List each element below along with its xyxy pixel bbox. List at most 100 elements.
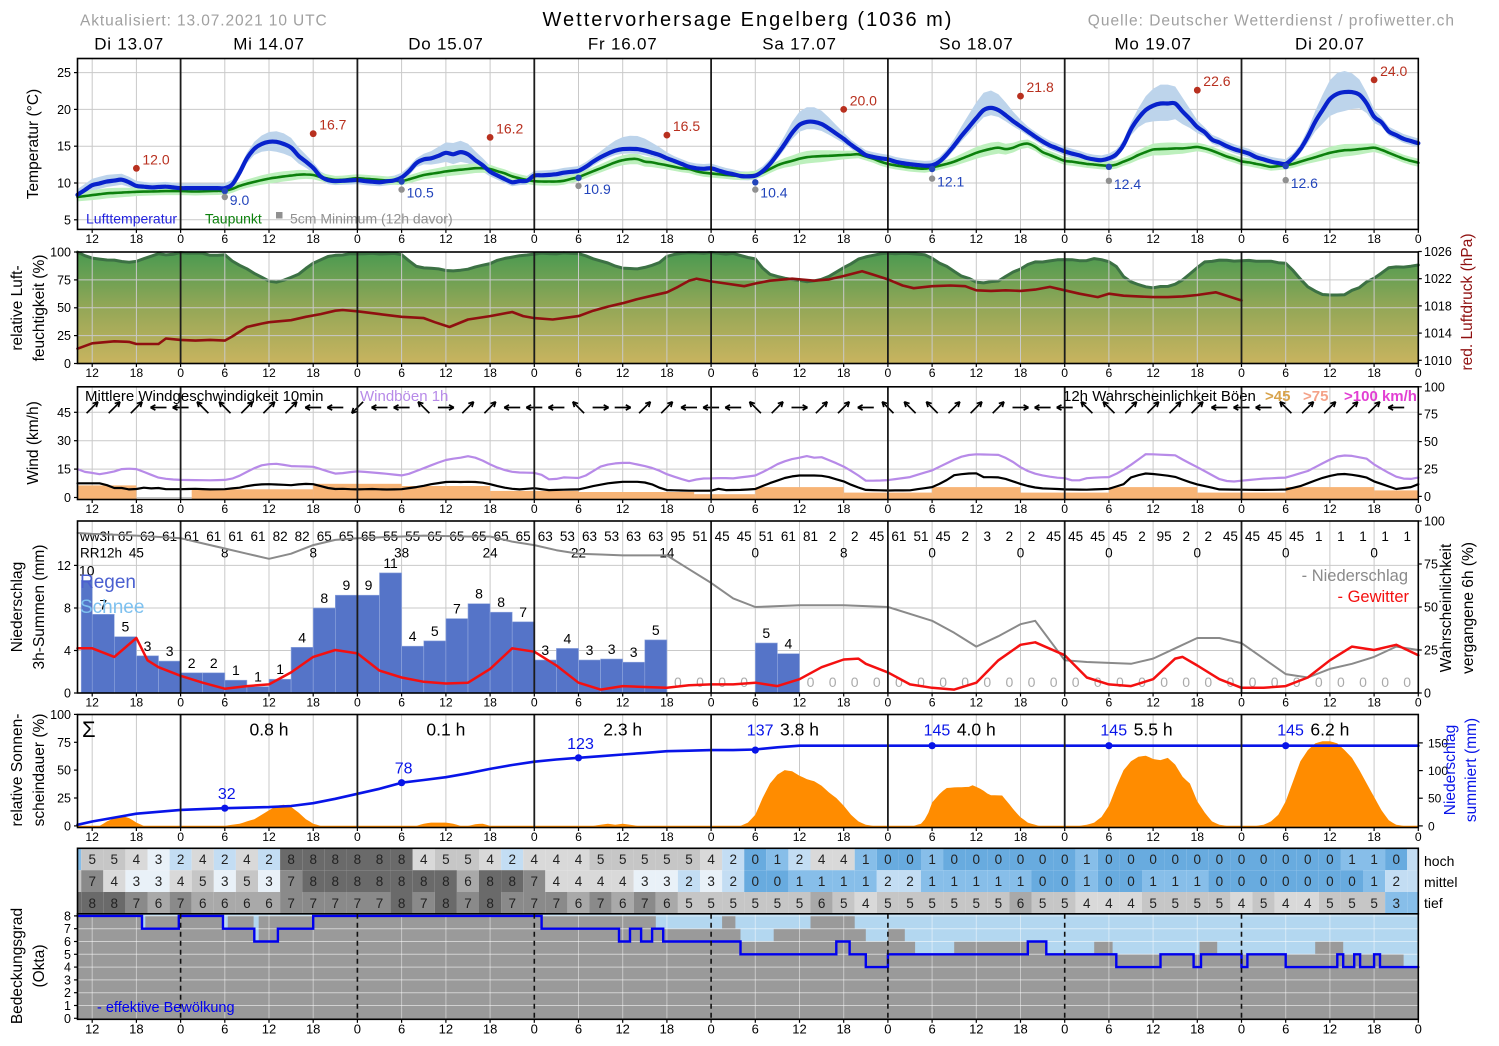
svg-text:4: 4 — [818, 852, 826, 867]
svg-text:0: 0 — [774, 874, 782, 889]
svg-text:12: 12 — [262, 696, 276, 710]
svg-text:12: 12 — [1323, 696, 1337, 710]
svg-text:1: 1 — [1083, 852, 1091, 867]
svg-text:6: 6 — [929, 366, 936, 380]
svg-text:18: 18 — [1191, 366, 1205, 380]
svg-text:5: 5 — [950, 896, 958, 911]
svg-text:5: 5 — [1061, 896, 1069, 911]
svg-text:0: 0 — [1127, 852, 1135, 867]
svg-text:Quelle: Deutscher Wetterdienst: Quelle: Deutscher Wetterdienst / profiwe… — [1088, 13, 1455, 30]
svg-text:2: 2 — [829, 529, 837, 544]
svg-text:18: 18 — [660, 502, 674, 516]
svg-text:0: 0 — [1105, 874, 1113, 889]
svg-text:2: 2 — [508, 852, 516, 867]
svg-text:6: 6 — [1282, 830, 1289, 844]
svg-text:Aktualisiert: 13.07.2021 10 UT: Aktualisiert: 13.07.2021 10 UTC — [80, 13, 328, 30]
svg-text:12: 12 — [793, 830, 807, 844]
svg-text:18: 18 — [483, 502, 497, 516]
svg-text:5: 5 — [619, 852, 627, 867]
svg-text:61: 61 — [250, 529, 265, 544]
svg-text:12: 12 — [616, 502, 630, 516]
svg-text:4: 4 — [597, 874, 605, 889]
svg-text:0: 0 — [177, 366, 184, 380]
svg-text:1: 1 — [254, 669, 262, 685]
svg-text:20: 20 — [57, 103, 71, 117]
svg-text:3: 3 — [265, 874, 273, 889]
svg-text:0: 0 — [1028, 674, 1036, 690]
svg-text:12: 12 — [439, 232, 453, 246]
svg-text:12: 12 — [970, 830, 984, 844]
svg-text:7: 7 — [597, 896, 605, 911]
svg-text:0: 0 — [1105, 546, 1113, 561]
svg-text:61: 61 — [206, 529, 221, 544]
svg-text:4: 4 — [298, 629, 306, 645]
svg-text:7: 7 — [287, 896, 295, 911]
svg-text:7: 7 — [332, 896, 340, 911]
svg-text:12h Wahrscheinlichkeit Böen: 12h Wahrscheinlichkeit Böen — [1063, 388, 1256, 405]
svg-text:4: 4 — [1238, 896, 1246, 911]
svg-text:6: 6 — [265, 896, 273, 911]
svg-text:5: 5 — [884, 896, 892, 911]
svg-text:11: 11 — [383, 555, 398, 571]
svg-text:0: 0 — [531, 502, 538, 516]
svg-text:1: 1 — [862, 874, 870, 889]
svg-text:2: 2 — [729, 874, 737, 889]
svg-text:10.9: 10.9 — [584, 181, 611, 197]
svg-text:6: 6 — [1106, 502, 1113, 516]
svg-text:relative Sonnen-: relative Sonnen- — [9, 714, 26, 827]
svg-text:0: 0 — [708, 366, 715, 380]
svg-text:45: 45 — [715, 529, 730, 544]
svg-text:Niederschlag: Niederschlag — [9, 562, 26, 652]
svg-text:0: 0 — [718, 674, 726, 690]
svg-text:50: 50 — [1424, 435, 1438, 449]
svg-text:0: 0 — [1424, 687, 1431, 701]
svg-text:100: 100 — [1424, 380, 1445, 394]
svg-text:65: 65 — [361, 529, 376, 544]
svg-text:5: 5 — [1171, 896, 1179, 911]
svg-text:6: 6 — [818, 896, 826, 911]
svg-text:6: 6 — [752, 696, 759, 710]
svg-text:8: 8 — [840, 546, 848, 561]
svg-text:5: 5 — [64, 948, 71, 962]
svg-text:12: 12 — [85, 830, 99, 844]
svg-text:0: 0 — [807, 674, 815, 690]
svg-text:0: 0 — [1304, 852, 1312, 867]
svg-text:0: 0 — [1415, 696, 1422, 710]
svg-text:8: 8 — [287, 852, 295, 867]
svg-text:2: 2 — [221, 852, 229, 867]
svg-text:12: 12 — [439, 502, 453, 516]
svg-text:0: 0 — [1260, 874, 1268, 889]
svg-text:6: 6 — [221, 232, 228, 246]
svg-text:12: 12 — [1323, 1022, 1337, 1037]
svg-text:12: 12 — [970, 232, 984, 246]
svg-text:Windböen 1h: Windböen 1h — [360, 388, 448, 405]
svg-text:Di 20.07: Di 20.07 — [1295, 35, 1365, 54]
svg-text:0: 0 — [1381, 674, 1389, 690]
svg-text:50: 50 — [1428, 792, 1442, 806]
svg-text:7: 7 — [464, 896, 472, 911]
svg-text:3: 3 — [630, 644, 638, 660]
svg-text:12: 12 — [1323, 366, 1337, 380]
svg-text:Schnee: Schnee — [80, 597, 144, 618]
svg-text:1: 1 — [862, 852, 870, 867]
svg-text:0: 0 — [708, 696, 715, 710]
svg-text:4: 4 — [862, 896, 870, 911]
svg-text:0: 0 — [707, 1022, 714, 1037]
svg-text:12: 12 — [1323, 502, 1337, 516]
svg-text:RR12h: RR12h — [80, 546, 122, 561]
svg-text:0: 0 — [885, 232, 892, 246]
svg-text:0: 0 — [1050, 674, 1058, 690]
svg-text:0: 0 — [1271, 674, 1279, 690]
svg-text:100: 100 — [50, 246, 71, 260]
svg-text:8: 8 — [64, 602, 71, 616]
svg-text:6: 6 — [398, 696, 405, 710]
svg-text:tief: tief — [1424, 895, 1443, 911]
svg-text:6: 6 — [155, 896, 163, 911]
svg-text:8: 8 — [309, 852, 317, 867]
svg-text:16.7: 16.7 — [319, 117, 346, 133]
svg-text:4: 4 — [575, 852, 583, 867]
svg-text:7: 7 — [287, 874, 295, 889]
svg-text:0: 0 — [1039, 874, 1047, 889]
svg-text:12: 12 — [85, 366, 99, 380]
svg-text:3: 3 — [586, 642, 594, 658]
